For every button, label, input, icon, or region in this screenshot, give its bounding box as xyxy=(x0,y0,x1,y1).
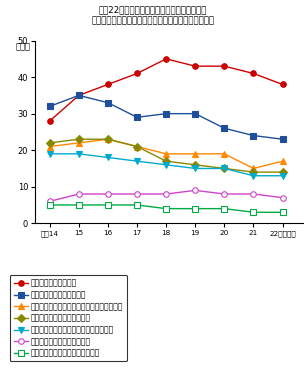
Text: 平成22年では、「必要ない・興味がない」が: 平成22年では、「必要ない・興味がない」が xyxy=(99,6,207,14)
Legend: 必要ない・興味がない, 実際に商品を見て買いたい, クレジット番号情報を流すことに不安がある, 個人情報の保護に不安がある, 商品の受取りや返品などで信頼できな: 必要ない・興味がない, 実際に商品を見て買いたい, クレジット番号情報を流すこと… xyxy=(10,275,127,362)
Text: 最も高い要因となっているが、減少傾向になっている: 最も高い要因となっているが、減少傾向になっている xyxy=(91,17,215,25)
Text: （％）: （％） xyxy=(15,42,30,51)
